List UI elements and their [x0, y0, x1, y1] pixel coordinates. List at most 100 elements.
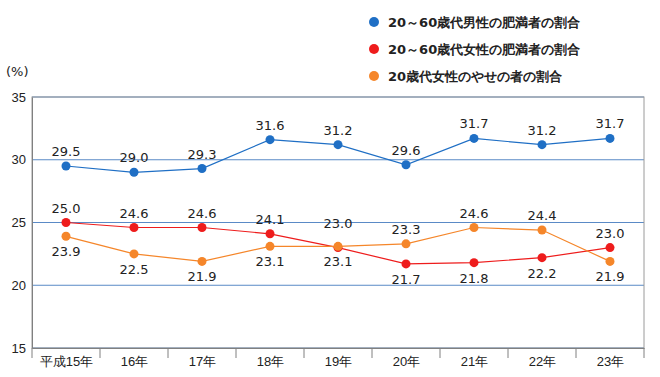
x-separator — [236, 348, 237, 358]
x-tick: 18年 — [257, 348, 284, 369]
x-separator — [168, 348, 169, 358]
x-tick-label: 22年 — [529, 354, 556, 369]
x-separator — [644, 348, 645, 358]
point — [198, 257, 207, 266]
x-axis: 平成15年 16年 17年 18年 19年 20年 21年 22年 23年 — [32, 348, 645, 369]
x-tick-label: 18年 — [257, 354, 284, 369]
x-tick: 17年 — [189, 348, 216, 369]
x-separator — [32, 348, 33, 358]
x-tick: 平成15年 — [40, 348, 93, 369]
data-label: 23.3 — [392, 222, 421, 237]
x-tick-label: 17年 — [189, 354, 216, 369]
plot-frame — [32, 97, 644, 348]
y-axis-line — [32, 98, 33, 349]
y-tick-label: 25 — [12, 215, 26, 230]
x-tick: 21年 — [461, 348, 488, 369]
data-label: 25.0 — [52, 201, 81, 216]
legend-label: 20～60歳代女性の肥満者の割合 — [388, 42, 580, 57]
point — [62, 162, 71, 171]
x-tick: 19年 — [325, 348, 352, 369]
y-tick: 15 — [12, 341, 32, 356]
data-label: 31.7 — [460, 116, 489, 131]
point — [334, 140, 343, 149]
data-labels: 29.529.029.331.631.229.631.731.231.725.0… — [52, 116, 625, 287]
point — [402, 239, 411, 248]
data-label: 21.8 — [460, 271, 489, 286]
legend-entry: 20～60歳代女性の肥満者の割合 — [369, 42, 580, 57]
data-label: 29.6 — [392, 143, 421, 158]
data-label: 31.7 — [596, 116, 625, 131]
point — [402, 160, 411, 169]
y-tick-label: 30 — [12, 152, 26, 167]
data-label: 24.1 — [256, 212, 285, 227]
x-separator — [440, 348, 441, 358]
y-tick: 35 — [12, 90, 32, 105]
x-tick: 23年 — [597, 348, 624, 369]
data-label: 23.9 — [52, 244, 81, 259]
legend-marker — [369, 44, 379, 54]
point — [538, 140, 547, 149]
data-label: 23.0 — [324, 216, 353, 231]
x-separator — [508, 348, 509, 358]
data-label: 22.2 — [528, 266, 557, 281]
x-separator — [304, 348, 305, 358]
x-separator — [372, 348, 373, 358]
legend-label: 20歳代女性のやせの者の割合 — [388, 69, 562, 84]
point — [538, 253, 547, 262]
point — [606, 257, 615, 266]
point — [266, 229, 275, 238]
x-tick: 16年 — [121, 348, 148, 369]
point — [470, 134, 479, 143]
point — [470, 223, 479, 232]
y-tick-label: 20 — [12, 278, 26, 293]
legend: 20～60歳代男性の肥満者の割合 20～60歳代女性の肥満者の割合 20歳代女性のや… — [369, 15, 580, 84]
data-label: 29.3 — [188, 147, 217, 162]
x-separator — [100, 348, 101, 358]
data-label: 24.6 — [188, 206, 217, 221]
legend-entry: 20歳代女性のやせの者の割合 — [369, 69, 562, 84]
point — [62, 218, 71, 227]
x-tick: 22年 — [529, 348, 556, 369]
legend-label: 20～60歳代男性の肥満者の割合 — [388, 15, 580, 30]
x-tick-label: 19年 — [325, 354, 352, 369]
x-tick-label: 16年 — [121, 354, 148, 369]
y-tick: 25 — [12, 215, 32, 230]
point — [402, 259, 411, 268]
series-line — [66, 138, 610, 172]
x-tick: 20年 — [393, 348, 420, 369]
chart: 15 20 25 30 35 平成15年 16年 17年 18年 19年 20年 21年 22年 23年 (… — [0, 0, 660, 377]
x-tick-label: 平成15年 — [40, 354, 93, 369]
point — [606, 134, 615, 143]
data-label: 31.2 — [324, 123, 353, 138]
x-separator — [576, 348, 577, 358]
data-label: 23.1 — [324, 254, 353, 269]
point — [266, 242, 275, 251]
data-label: 31.6 — [256, 118, 285, 133]
y-tick: 30 — [12, 152, 32, 167]
grid — [32, 97, 644, 348]
data-label: 24.6 — [120, 206, 149, 221]
data-label: 24.6 — [460, 206, 489, 221]
point — [130, 249, 139, 258]
y-axis: 15 20 25 30 35 — [12, 90, 33, 356]
point — [62, 232, 71, 241]
data-label: 21.9 — [188, 269, 217, 284]
y-axis-title: (%) — [6, 64, 29, 79]
y-tick-label: 15 — [12, 341, 26, 356]
data-label: 23.0 — [596, 226, 625, 241]
x-separators — [32, 348, 644, 358]
data-label: 24.4 — [528, 208, 557, 223]
data-label: 31.2 — [528, 123, 557, 138]
point — [198, 223, 207, 232]
data-label: 21.7 — [392, 272, 421, 287]
point — [130, 168, 139, 177]
point — [198, 164, 207, 173]
legend-marker — [369, 71, 379, 81]
data-label: 21.9 — [596, 269, 625, 284]
point — [130, 223, 139, 232]
data-label: 23.1 — [256, 254, 285, 269]
data-label: 29.5 — [52, 144, 81, 159]
legend-entry: 20～60歳代男性の肥満者の割合 — [369, 15, 580, 30]
x-tick-label: 20年 — [393, 354, 420, 369]
legend-marker — [369, 17, 379, 27]
